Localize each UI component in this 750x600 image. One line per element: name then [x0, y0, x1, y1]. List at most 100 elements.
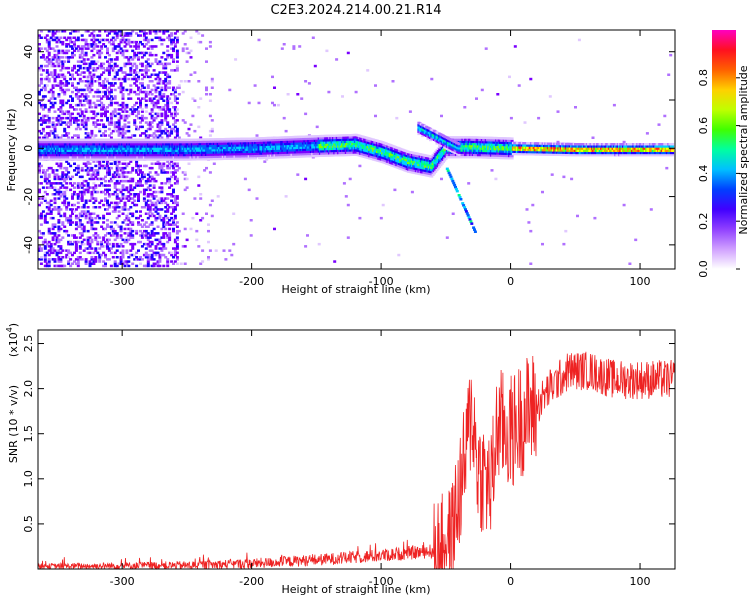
spectrogram-cell: [57, 256, 61, 259]
spectrogram-cell: [45, 264, 49, 268]
spectrogram-cell: [121, 127, 125, 131]
spectrogram-cell: [113, 108, 117, 111]
spectrogram-cell: [63, 203, 67, 207]
spectrogram-cell: [92, 62, 96, 66]
spectrogram-cell: [104, 84, 107, 87]
spectrogram-cell: [57, 234, 61, 237]
spectrogram-cell: [71, 234, 74, 237]
spectrogram-cell: [135, 162, 139, 165]
spectrogram-cell: [82, 121, 86, 124]
spectrogram-cell: [140, 225, 144, 228]
spectrogram-cell: [115, 206, 119, 209]
spectrogram-cell: [59, 186, 63, 189]
spectrogram-cell: [115, 32, 119, 35]
spectrogram-cell: [144, 164, 148, 168]
spectrogram-cell: [168, 80, 172, 83]
spectrogram-cell: [67, 219, 71, 222]
spectrogram-cell: [160, 136, 164, 139]
spectrogram-cell: [115, 125, 119, 129]
spectrogram-cell: [148, 32, 152, 35]
spectrogram-cell: [125, 43, 129, 46]
spectrogram-cell: [152, 101, 156, 105]
spectrogram-cell: [76, 90, 80, 94]
spectrogram-cell: [144, 129, 148, 133]
spectrogram-cell: [45, 193, 49, 196]
spectrogram-cell: [197, 184, 201, 187]
spectrogram-cell: [119, 229, 123, 233]
spectrogram-cell: [284, 129, 288, 133]
spectrogram-cell: [90, 195, 94, 198]
spectrogram-cell: [84, 121, 88, 124]
spectrogram-cell: [170, 127, 174, 131]
spectrogram-cell: [107, 90, 111, 94]
spectrogram-cell: [160, 164, 164, 168]
spectrogram-cell: [104, 134, 107, 137]
spectrogram-cell: [148, 99, 152, 102]
spectrogram-cell: [98, 82, 102, 85]
spectrogram-cell: [47, 43, 51, 46]
spectrogram-cell: [379, 216, 383, 220]
spectrogram-cell: [38, 36, 41, 39]
spectrogram-cell: [160, 201, 164, 205]
spectrogram-cell: [117, 134, 121, 137]
spectrogram-cell: [175, 38, 179, 42]
spectrogram-cell: [43, 216, 47, 220]
spectrogram-cell: [117, 30, 121, 33]
spectrogram-cell: [170, 93, 174, 96]
spectrogram-cell: [55, 173, 59, 176]
spectrogram-cell: [65, 253, 69, 257]
spectrogram-cell: [109, 84, 113, 87]
spectrogram-cell: [175, 195, 179, 198]
spectrogram-cell: [440, 177, 443, 181]
spectrogram-cell: [144, 66, 148, 70]
spectrogram-cell: [496, 93, 500, 96]
spectrogram-cell: [53, 136, 57, 139]
spectrogram-cell: [113, 95, 117, 98]
spectrogram-cell: [164, 206, 168, 209]
spectrogram-cell: [144, 232, 148, 235]
spectrogram-cell: [106, 219, 109, 222]
spectrogram-cell: [205, 166, 208, 170]
spectrogram-cell: [154, 201, 158, 205]
spectrogram-cell: [90, 219, 94, 222]
spectrogram-cell: [175, 51, 179, 55]
spectrogram-cell: [43, 260, 47, 263]
spectrogram-cell: [154, 112, 158, 116]
spectrogram-cell: [173, 253, 177, 257]
spectrogram-cell: [39, 132, 43, 135]
spectrogram-cell: [115, 245, 119, 248]
spectrogram-cell: [104, 208, 107, 211]
spectrogram-cell: [139, 40, 142, 44]
spectrogram-cell: [129, 229, 133, 233]
spectrogram-cell: [173, 171, 177, 174]
spectrogram-cell: [140, 86, 144, 89]
spectrogram-cell: [39, 73, 43, 76]
spectrogram-cell: [177, 86, 181, 89]
spectrogram-cell: [577, 38, 581, 42]
spectrogram-cell: [76, 166, 80, 170]
spectrogram-cell: [55, 45, 59, 48]
spectrogram-cell: [154, 262, 158, 265]
spectrogram-cell: [127, 40, 131, 44]
spectrogram-cell: [175, 86, 179, 89]
spectrogram-cell: [90, 75, 94, 79]
spectrogram-cell: [82, 206, 86, 209]
spectrogram-cell: [395, 116, 399, 120]
spectrogram-cell: [160, 199, 164, 202]
spectrogram-cell: [663, 114, 667, 118]
spectrogram-cell: [144, 195, 148, 198]
spectrogram-cell: [111, 245, 115, 248]
spectrogram-cell: [53, 125, 57, 129]
spectrogram-cell: [127, 212, 131, 215]
spectrogram-cell: [117, 45, 121, 48]
spectrogram-cell: [173, 108, 177, 111]
spectrogram-cell: [111, 177, 115, 181]
spectrogram-cell: [88, 251, 92, 255]
spectrogram-cell: [148, 125, 152, 129]
spectrogram-cell: [127, 121, 131, 124]
spectrogram-cell: [69, 188, 73, 192]
spectrogram-cell: [74, 249, 78, 252]
spectrogram-cell: [175, 127, 179, 131]
spectrogram-cell: [76, 197, 80, 200]
spectrogram-cell: [170, 223, 174, 226]
